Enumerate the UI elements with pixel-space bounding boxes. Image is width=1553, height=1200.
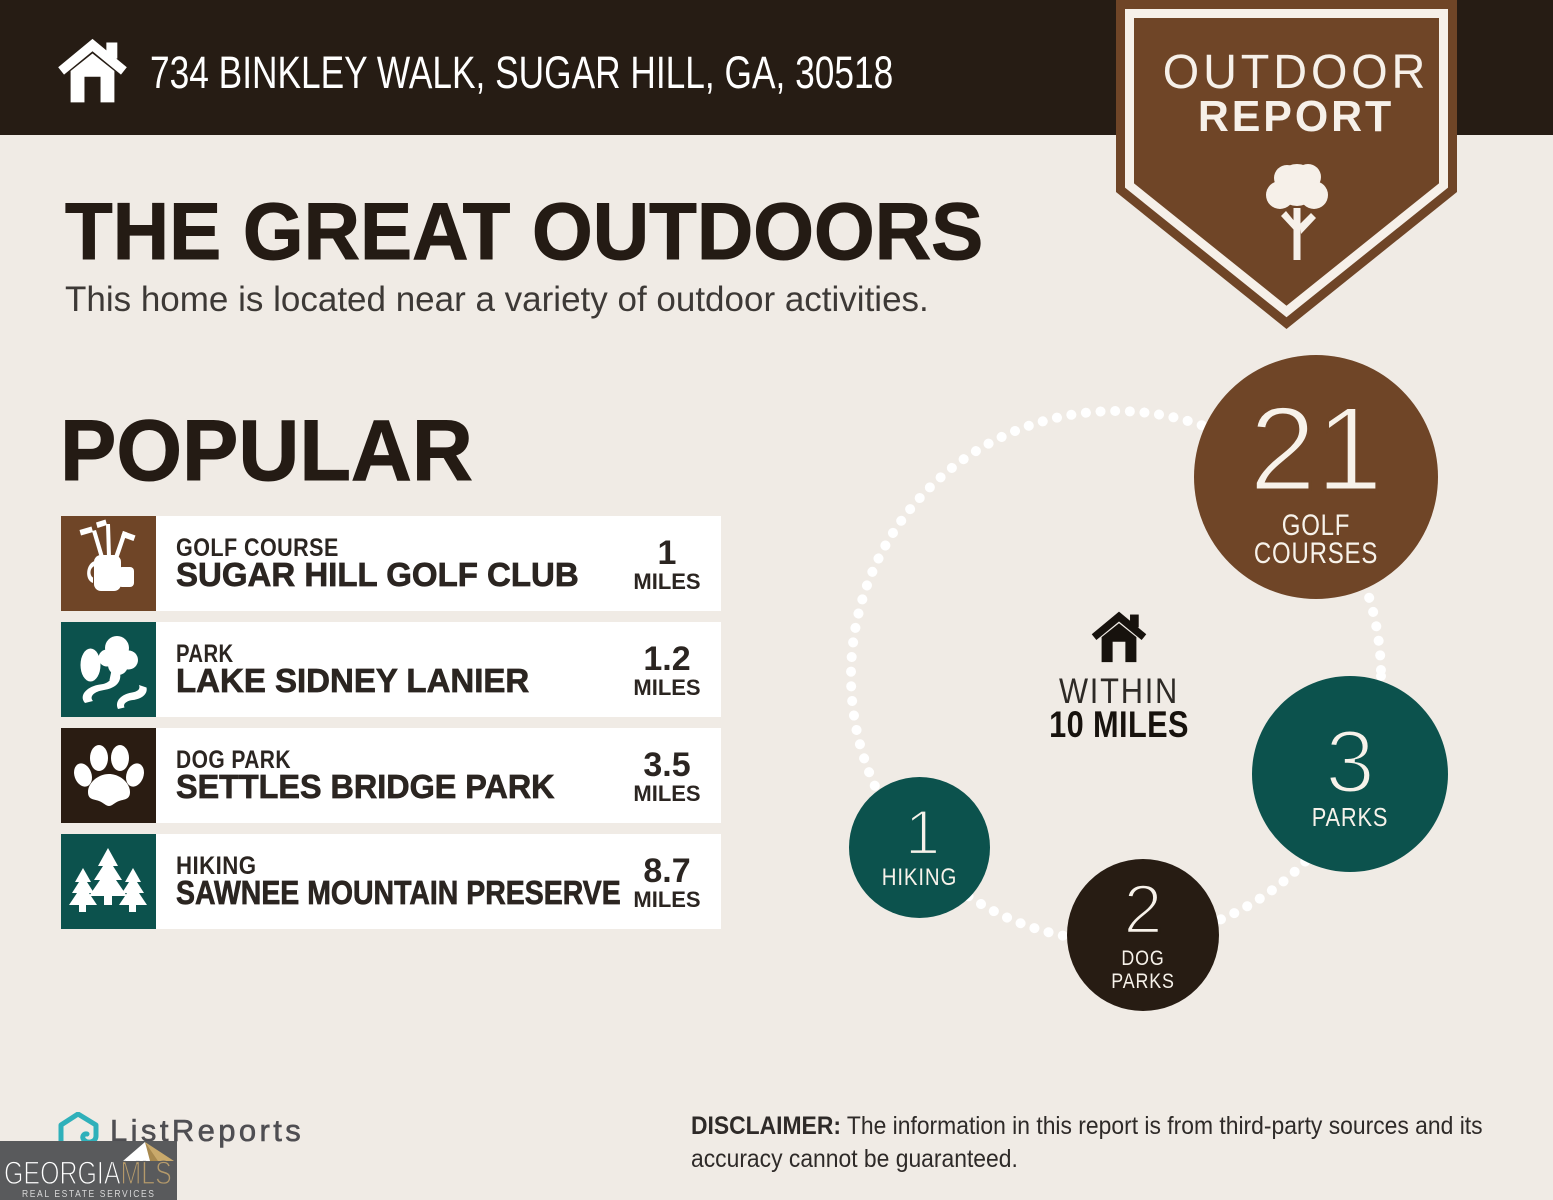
svg-text:OUTDOOR: OUTDOOR [1163, 45, 1429, 99]
svg-text:REPORT: REPORT [1198, 93, 1394, 142]
